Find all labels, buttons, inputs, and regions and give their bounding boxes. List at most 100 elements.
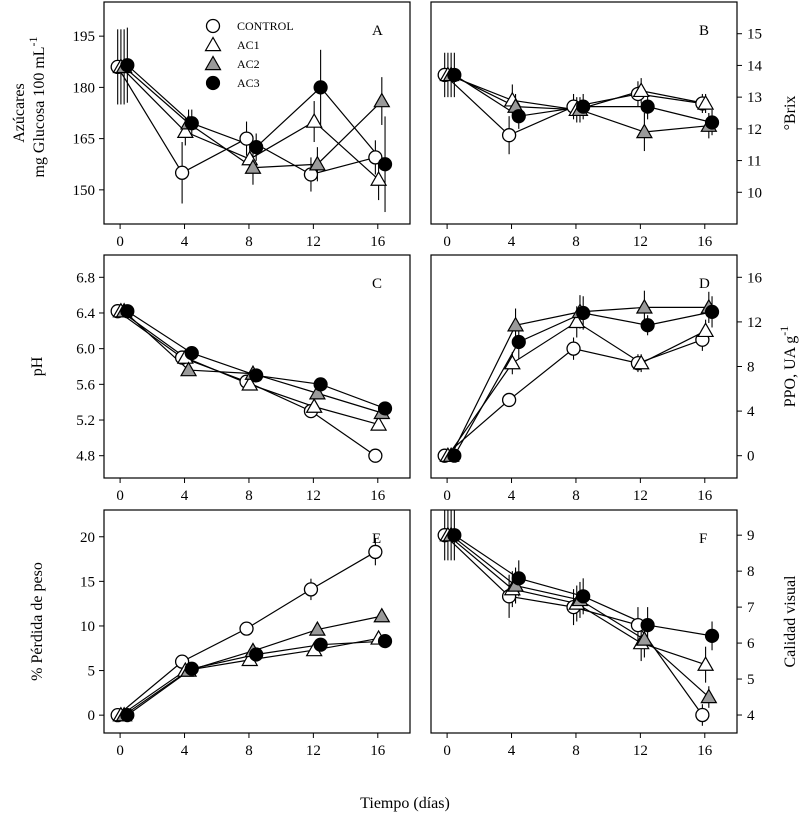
- legend-label: AC3: [237, 76, 260, 90]
- point-ac1: [568, 313, 586, 329]
- legend-label: AC1: [237, 38, 260, 52]
- point-control: [368, 150, 383, 165]
- point-ac1: [697, 94, 715, 110]
- x-tick-label: 0: [443, 488, 451, 504]
- y-axis-title-line2: mg Glucosa 100 mL-1: [26, 36, 48, 177]
- y-tick-label: 0: [88, 708, 96, 724]
- point-ac2: [635, 630, 653, 646]
- point-ac2: [373, 92, 391, 108]
- y-tick-label: 180: [73, 80, 96, 96]
- series-line-ac1: [447, 321, 706, 457]
- point-ac3: [313, 377, 328, 392]
- point-ac3: [640, 617, 655, 633]
- point-ac3: [313, 637, 328, 652]
- x-tick-label: 4: [181, 488, 189, 504]
- point-control: [368, 448, 383, 463]
- x-tick-label: 12: [306, 743, 321, 759]
- point-control: [174, 165, 190, 180]
- y-tick-label: 150: [73, 183, 96, 199]
- x-tick-label: 8: [572, 234, 580, 250]
- y-tick-label: 6: [747, 636, 755, 652]
- point-ac3: [704, 628, 720, 643]
- panel-frame: [430, 254, 738, 479]
- y-tick-label: 4.8: [76, 449, 95, 465]
- x-tick-label: 8: [245, 234, 253, 250]
- panel-a: 0 4 8 12 16 150 165 180 195 Azúcares mg Glucosa 10…: [11, 1, 411, 250]
- point-control: [501, 128, 517, 143]
- x-tick-label: 4: [508, 234, 516, 250]
- x-tick-label: 16: [370, 743, 386, 759]
- point-ac3: [377, 401, 393, 416]
- point-ac3: [447, 528, 462, 543]
- x-tick-label: 12: [633, 743, 648, 759]
- y-tick-label: 11: [747, 154, 761, 170]
- point-ac3: [313, 80, 328, 95]
- x-tick-label: 4: [181, 234, 189, 250]
- x-tick-label: 12: [633, 234, 648, 250]
- y-tick-label: 5: [747, 672, 755, 688]
- y-tick-label: 12: [747, 315, 762, 331]
- y-tick-label: 8: [747, 564, 755, 580]
- y-tick-label: 10: [80, 619, 95, 635]
- y-tick-label: 16: [747, 270, 763, 286]
- point-ac3: [120, 58, 135, 73]
- y-axis-title: PPO, UA g-1: [777, 326, 799, 408]
- y-axis-title: Calidad visual: [782, 575, 799, 668]
- point-control: [239, 131, 254, 146]
- y-axis-title-superscript: -1: [26, 36, 40, 46]
- point-ac3: [640, 99, 655, 114]
- point-ac3: [447, 448, 462, 463]
- legend-marker-ac2: [204, 55, 222, 71]
- point-ac2: [308, 620, 326, 636]
- point-control: [239, 621, 254, 636]
- y-tick-label: 4: [747, 404, 755, 420]
- point-ac1: [632, 82, 650, 98]
- y-tick-label: 6.4: [76, 306, 95, 322]
- point-ac1: [305, 397, 323, 413]
- x-tick-label: 16: [697, 743, 713, 759]
- point-ac2: [308, 155, 326, 171]
- y-axis-title: °Brix: [782, 96, 799, 131]
- point-ac3: [640, 318, 655, 333]
- legend-marker-ac1: [204, 36, 222, 52]
- x-tick-label: 16: [370, 234, 386, 250]
- point-ac3: [511, 109, 526, 124]
- y-tick-label: 6.8: [76, 270, 95, 286]
- point-ac3: [184, 116, 199, 131]
- point-ac3: [576, 589, 591, 604]
- x-tick-label: 16: [697, 488, 713, 504]
- point-ac2: [244, 158, 262, 174]
- x-tick-label: 0: [443, 743, 451, 759]
- panel-d: 0 4 8 12 16 0 4 8 12 16 PPO, UA g-1 D: [430, 254, 799, 504]
- legend-marker-control: [205, 18, 221, 34]
- x-tick-label: 4: [508, 743, 516, 759]
- point-control: [695, 707, 710, 723]
- point-ac3: [184, 661, 199, 676]
- point-control: [368, 544, 383, 560]
- panel-letter: B: [699, 23, 709, 39]
- y-tick-label: 9: [747, 528, 755, 544]
- x-tick-label: 12: [306, 234, 321, 250]
- point-ac1: [697, 655, 715, 671]
- point-ac1: [176, 123, 194, 139]
- y-axis-title: % Pérdida de peso: [29, 562, 46, 681]
- series-line-ac1: [120, 310, 379, 426]
- point-ac2: [635, 123, 653, 139]
- panel-letter: A: [372, 23, 383, 39]
- y-tick-label: 15: [80, 574, 95, 590]
- legend-marker-ac3: [205, 75, 221, 91]
- point-control: [501, 392, 517, 408]
- y-tick-label: 12: [747, 122, 762, 138]
- y-tick-label: 0: [747, 449, 755, 465]
- y-tick-label: 5: [88, 664, 96, 680]
- point-ac1: [503, 354, 521, 370]
- panel-frame: [430, 1, 738, 225]
- y-tick-label: 13: [747, 90, 762, 106]
- panel-f: 0 4 8 12 16 4 5 6 7 8 9 Calidad visual F: [430, 509, 799, 759]
- y-tick-label: 8: [747, 360, 755, 376]
- x-tick-label: 8: [572, 488, 580, 504]
- x-tick-label: 4: [508, 488, 516, 504]
- point-ac3: [576, 99, 591, 114]
- y-axis-title: pH: [29, 356, 46, 376]
- point-ac3: [576, 305, 591, 321]
